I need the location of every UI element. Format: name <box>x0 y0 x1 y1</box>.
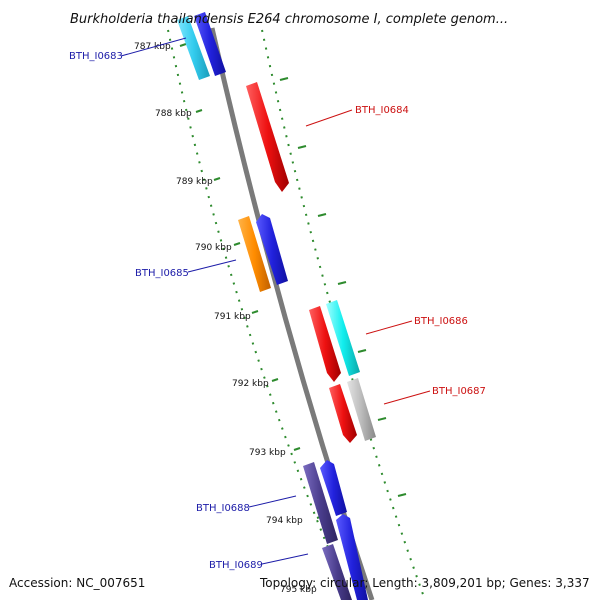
gene-BTH_I0688-block-right[interactable] <box>320 460 347 516</box>
gene-BTH_I0686[interactable] <box>309 300 360 382</box>
gene-label-BTH_I0685[interactable]: BTH_I0685 <box>135 268 189 279</box>
gene-BTH_I0687-block-right[interactable] <box>347 378 376 441</box>
tick-label-793: 793 kbp <box>249 448 286 458</box>
gene-BTH_I0685-block-right[interactable] <box>256 214 288 285</box>
gene-label-BTH_I0683[interactable]: BTH_I0683 <box>69 51 123 62</box>
gene-label-BTH_I0684[interactable]: BTH_I0684 <box>355 105 409 116</box>
inner-tick-ring <box>167 29 351 600</box>
gene-label-BTH_I0686[interactable]: BTH_I0686 <box>414 316 468 327</box>
gene-BTH_I0686-block-left[interactable] <box>309 306 341 382</box>
tick-label-794: 794 kbp <box>266 516 303 526</box>
tick-label-792: 792 kbp <box>232 379 269 389</box>
gene-BTH_I0684-block[interactable] <box>246 82 289 192</box>
tick-label-789: 789 kbp <box>176 177 213 187</box>
tick-label-791: 791 kbp <box>214 312 251 322</box>
gene-label-BTH_I0687[interactable]: BTH_I0687 <box>432 386 486 397</box>
gene-label-BTH_I0689[interactable]: BTH_I0689 <box>209 560 263 571</box>
gene-BTH_I0687[interactable] <box>329 378 376 443</box>
map-title: Burkholderia thailandensis E264 chromoso… <box>70 12 508 27</box>
gene-BTH_I0687-block-left[interactable] <box>329 384 357 443</box>
gene-BTH_I0688[interactable] <box>303 460 347 544</box>
gene-BTH_I0689-block-right[interactable] <box>336 514 368 600</box>
gene-BTH_I0689-block-left[interactable] <box>322 544 352 600</box>
gene-BTH_I0685[interactable] <box>238 214 288 292</box>
gene-BTH_I0688-block-left[interactable] <box>303 462 338 544</box>
tick-label-795: 795 kbp <box>280 585 317 595</box>
gene-label-BTH_I0688[interactable]: BTH_I0688 <box>196 503 250 514</box>
tick-label-790: 790 kbp <box>195 243 232 253</box>
gene-BTH_I0686-block-right[interactable] <box>326 300 360 376</box>
genome-stats-text: Topology: circular; Length: 3,809,201 bp… <box>259 576 590 590</box>
gene-BTH_I0689[interactable] <box>322 514 368 600</box>
label-leaders <box>120 37 431 565</box>
gene-BTH_I0683-block-right[interactable] <box>194 12 226 76</box>
gene-BTH_I0684[interactable] <box>246 82 289 192</box>
tick-marks <box>179 43 407 519</box>
gene-BTH_I0683[interactable] <box>177 12 226 80</box>
gene-BTH_I0683-block-left[interactable] <box>177 16 210 80</box>
gene-BTH_I0685-block-left[interactable] <box>238 216 271 292</box>
accession-text: Accession: NC_007651 <box>9 576 145 590</box>
tick-label-788: 788 kbp <box>155 109 192 119</box>
